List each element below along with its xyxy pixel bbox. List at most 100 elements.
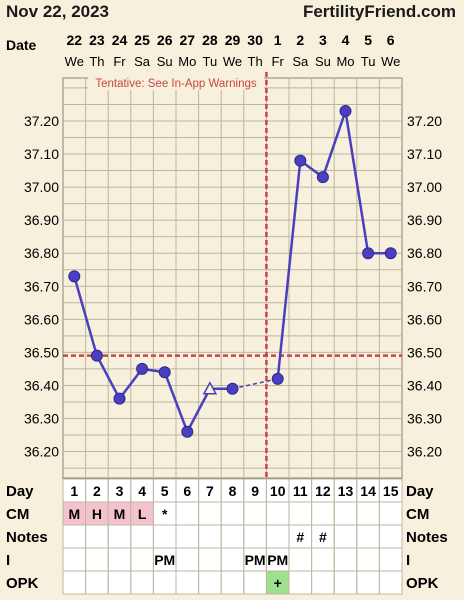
y-tick-label-left: 36.80 <box>24 245 59 261</box>
weekday-label: Mo <box>336 54 354 69</box>
date-label: 27 <box>180 32 196 48</box>
temp-point <box>226 382 239 395</box>
date-label: 1 <box>274 32 282 48</box>
weekday-label: Th <box>248 54 263 69</box>
cm-cell: M <box>114 506 126 522</box>
day-cell: 10 <box>270 483 286 499</box>
opk-cell: + <box>274 575 282 591</box>
temp-point <box>339 105 352 118</box>
y-tick-label-right: 36.70 <box>407 278 442 294</box>
row-label-left: CM <box>6 506 29 523</box>
date-label: 3 <box>319 32 327 48</box>
y-tick-label-right: 36.50 <box>407 344 442 360</box>
brand-name: FertilityFriend.com <box>302 2 456 21</box>
date-label: 28 <box>202 32 218 48</box>
temp-line <box>73 276 99 357</box>
weekday-label: Mo <box>178 54 196 69</box>
temp-line <box>344 110 370 254</box>
y-tick-label-right: 36.90 <box>407 212 442 228</box>
row-label-left: Day <box>6 483 34 500</box>
day-cell: 9 <box>251 483 259 499</box>
table-row <box>62 547 403 572</box>
intercourse-cell: PM <box>267 552 288 568</box>
day-cell: 8 <box>229 483 237 499</box>
temp-line <box>118 368 144 400</box>
row-label-left: Notes <box>6 529 48 546</box>
date-label: 29 <box>225 32 241 48</box>
temp-line <box>95 355 121 400</box>
notes-cell: # <box>296 529 304 545</box>
y-tick-label-left: 37.20 <box>24 113 59 129</box>
day-cell: 1 <box>70 483 78 499</box>
date-label: 24 <box>112 32 128 48</box>
day-cell: 2 <box>93 483 101 499</box>
row-label-right: CM <box>406 506 429 523</box>
y-tick-label-left: 36.40 <box>24 377 59 393</box>
weekday-label: Th <box>89 54 104 69</box>
day-cell: 4 <box>138 483 146 499</box>
day-cell: 3 <box>116 483 124 499</box>
day-cell: 12 <box>315 483 331 499</box>
weekday-label: Su <box>157 54 173 69</box>
table-row <box>62 570 403 595</box>
temp-line <box>321 110 347 178</box>
temp-point <box>136 362 149 375</box>
cm-cell: H <box>92 506 102 522</box>
y-tick-label-left: 36.70 <box>24 278 59 294</box>
notes-cell: # <box>319 529 327 545</box>
y-tick-label-left: 36.30 <box>24 410 59 426</box>
weekday-label: Sa <box>134 54 151 69</box>
temp-line <box>163 371 189 433</box>
y-tick-label-right: 36.60 <box>407 311 442 327</box>
temp-line <box>276 160 302 379</box>
day-cell: 6 <box>183 483 191 499</box>
y-tick-label-right: 36.30 <box>407 410 442 426</box>
plot-area <box>62 77 403 479</box>
row-label-right: Day <box>406 483 434 500</box>
weekday-label: We <box>223 54 242 69</box>
temp-line <box>186 388 212 433</box>
row-label-right: OPK <box>406 575 439 592</box>
day-cell: 13 <box>338 483 354 499</box>
temp-point <box>294 154 307 167</box>
temp-point <box>384 247 397 260</box>
weekday-label: Sa <box>292 54 309 69</box>
row-label-right: Notes <box>406 529 448 546</box>
ovulation-note: Tentative: See In-App Warnings <box>95 78 257 90</box>
date-label: 23 <box>89 32 105 48</box>
temp-line-dashed <box>232 378 278 390</box>
cm-cell: * <box>162 506 168 522</box>
day-cell: 14 <box>360 483 376 499</box>
weekday-label: Su <box>315 54 331 69</box>
y-tick-label-left: 36.20 <box>24 444 59 460</box>
temp-point <box>271 372 284 385</box>
y-tick-label-left: 37.10 <box>24 146 59 162</box>
temp-point <box>362 247 375 260</box>
y-tick-label-right: 36.80 <box>407 245 442 261</box>
y-tick-label-right: 36.40 <box>407 377 442 393</box>
row-label-left: OPK <box>6 575 39 592</box>
temp-point <box>113 392 126 405</box>
weekday-label: Tu <box>361 54 376 69</box>
day-cell: 15 <box>383 483 399 499</box>
date-label: 2 <box>296 32 304 48</box>
date-label: 6 <box>387 32 395 48</box>
y-tick-label-left: 37.00 <box>24 179 59 195</box>
table-cell <box>378 570 403 595</box>
temp-point-open <box>202 381 218 395</box>
date-label: 5 <box>364 32 372 48</box>
day-cell: 5 <box>161 483 169 499</box>
y-tick-label-right: 37.10 <box>407 146 442 162</box>
date-label: 4 <box>342 32 350 48</box>
date-label: 22 <box>67 32 83 48</box>
day-cell: 11 <box>293 483 308 499</box>
date-label: 30 <box>247 32 263 48</box>
y-tick-label-right: 37.00 <box>407 179 442 195</box>
weekday-label: Fr <box>113 54 126 69</box>
y-tick-label-right: 37.20 <box>407 113 442 129</box>
temp-point <box>158 366 171 379</box>
weekday-label: Fr <box>272 54 285 69</box>
date-label: 26 <box>157 32 173 48</box>
y-tick-label-left: 36.60 <box>24 311 59 327</box>
